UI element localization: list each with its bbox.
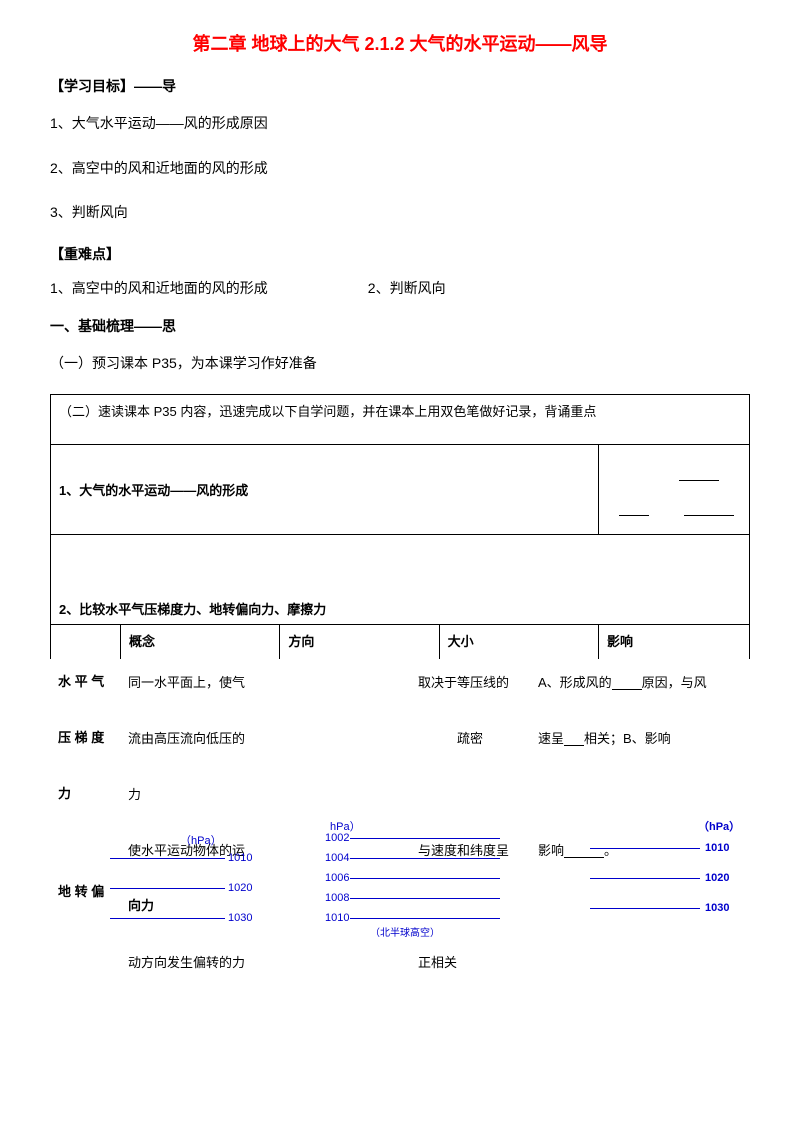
objective-2: 2、高空中的风和近地面的风的形成 [50,155,750,182]
force2-concept-b: 动方向发生偏转的力 [120,947,280,1003]
header-blank [51,625,121,659]
table-row-1-blanks [599,445,750,535]
force1-label-a: 水 平 气 [50,667,120,723]
force2-label-b: 向力 [120,891,280,947]
force2-effect-row: 影响。 [530,835,750,891]
header-direction: 方向 [280,625,439,659]
force1-size-a: 取决于等压线的 [410,667,530,723]
basics-header: 一、基础梳理——思 [50,316,750,336]
difficulty-2: 2、判断风向 [368,278,446,298]
table-row-2: 2、比较水平气压梯度力、地转偏向力、摩擦力 [51,535,750,625]
force2-concept-a: 使水平运动物体的运 [120,835,280,891]
difficulty-row: 1、高空中的风和近地面的风的形成 2、判断风向 [50,278,750,298]
force1-concept-c: 力 [120,779,280,835]
header-size: 大小 [439,625,598,659]
objective-3: 3、判断风向 [50,199,750,226]
force1-concept-a: 同一水平面上，使气 [120,667,280,723]
difficulty-1: 1、高空中的风和近地面的风的形成 [50,278,268,298]
force2-label-a: 地 转 偏 [50,835,120,947]
force2-size-a: 与速度和纬度呈 [410,835,530,891]
force1-size-b: 疏密 [410,723,530,779]
objectives-header: 【学习目标】——导 [50,76,750,96]
page-title: 第二章 地球上的大气 2.1.2 大气的水平运动——风导 [50,30,750,56]
header-effect: 影响 [599,625,750,659]
objective-1: 1、大气水平运动——风的形成原因 [50,110,750,137]
table-row-1: 1、大气的水平运动——风的形成 [51,445,599,535]
force1-label-b: 压 梯 度 [50,723,120,779]
force1-label-c: 力 [50,779,120,835]
force1-effect-row2: 速呈相关；B、影响 [530,723,750,779]
difficulty-header: 【重难点】 [50,244,750,264]
study-table: （二）速读课本 P35 内容，迅速完成以下自学问题，并在课本上用双色笔做好记录，… [50,394,750,1003]
preview-text: （一）预习课本 P35，为本课学习作好准备 [50,350,750,377]
force1-concept-b: 流由高压流向低压的 [120,723,280,779]
force1-effect-row1: A、形成风的原因，与风 [530,667,750,723]
force2-size-b: 正相关 [410,947,530,1003]
table-intro-cell: （二）速读课本 P35 内容，迅速完成以下自学问题，并在课本上用双色笔做好记录，… [51,395,750,445]
header-concept: 概念 [121,625,280,659]
